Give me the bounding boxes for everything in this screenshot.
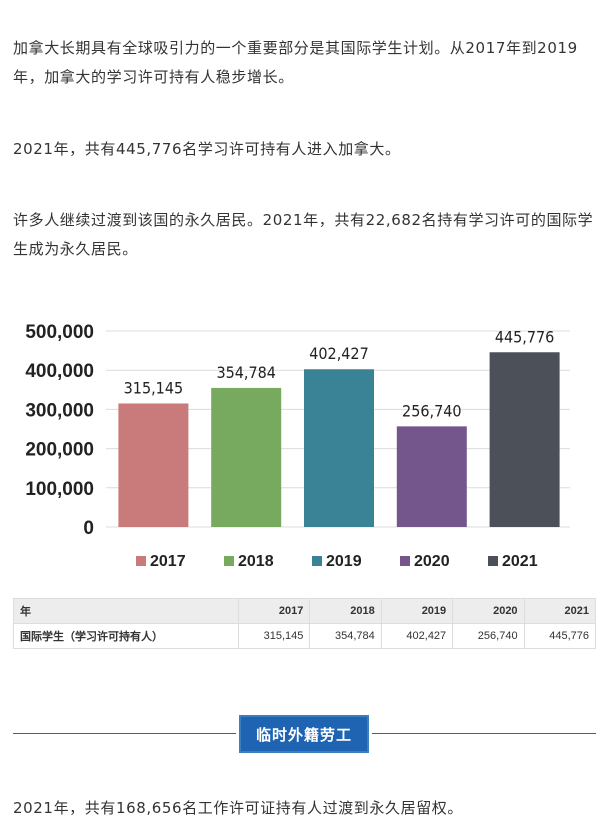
bar (211, 387, 282, 527)
table-header-cell: 2017 (237, 598, 311, 624)
permanent-residence-paragraph: 许多人继续过渡到该国的永久居民。2021年，共有22,682名持有学习许可的国际… (13, 211, 594, 258)
legend-swatch (400, 556, 410, 566)
intro-paragraph: 加拿大长期具有全球吸引力的一个重要部分是其国际学生计划。从2017年到2019年… (13, 39, 578, 86)
bar-value-label: 256,740 (402, 401, 462, 420)
table-header-year-label: 年 (13, 598, 239, 624)
legend-swatch (312, 556, 322, 566)
table-cell: 354,784 (309, 623, 382, 649)
table-header-cell: 2019 (380, 598, 454, 624)
legend-label: 2017 (150, 553, 186, 570)
legend-label: 2020 (414, 553, 450, 570)
table-cell: 315,145 (237, 623, 311, 649)
section-title-badge: 临时外籍劳工 (236, 712, 372, 756)
legend-swatch (136, 556, 146, 566)
study-permit-paragraph: 2021年，共有445,776名学习许可持有人进入加拿大。 (13, 140, 401, 158)
bar (304, 369, 374, 527)
y-tick-label: 300,000 (25, 400, 94, 421)
bar (118, 403, 189, 527)
y-tick-label: 500,000 (25, 322, 94, 343)
table-header-cell: 2020 (452, 598, 525, 624)
table-cell: 256,740 (452, 623, 525, 649)
section-title: 临时外籍劳工 (239, 715, 369, 753)
bar (489, 352, 560, 527)
legend-label: 2021 (502, 553, 538, 570)
legend-swatch (224, 556, 234, 566)
data-table: 年 2017 2018 2019 2020 2021 国际学生（学习许可持有人）… (13, 598, 597, 649)
table-header-cell: 2021 (523, 598, 597, 624)
legend-swatch (488, 556, 498, 566)
bar-value-label: 315,145 (124, 378, 184, 397)
table-cell: 402,427 (380, 623, 454, 649)
y-tick-label: 400,000 (25, 361, 94, 382)
table-row-label: 国际学生（学习许可持有人） (13, 623, 239, 649)
table-header-cell: 2018 (309, 598, 382, 624)
table-cell: 445,776 (523, 623, 597, 649)
work-permit-paragraph: 2021年，共有168,656名工作许可证持有人过渡到永久居留权。 (13, 799, 464, 817)
bar-value-label: 402,427 (309, 344, 369, 363)
bar (396, 426, 467, 527)
bar-value-label: 445,776 (495, 327, 555, 346)
legend-label: 2018 (238, 553, 274, 570)
y-tick-label: 100,000 (25, 479, 94, 500)
table-row: 国际学生（学习许可持有人） 315,145 354,784 402,427 25… (13, 623, 597, 649)
table-header-row: 年 2017 2018 2019 2020 2021 (13, 598, 597, 624)
legend-label: 2019 (326, 553, 362, 570)
y-tick-label: 200,000 (25, 440, 94, 461)
bar-value-label: 354,784 (216, 363, 276, 382)
study-permit-bar-chart: 0 100,000 200,000 300,000 400,000 500,000 315,… (25, 322, 570, 570)
y-tick-label: 0 (83, 518, 94, 539)
